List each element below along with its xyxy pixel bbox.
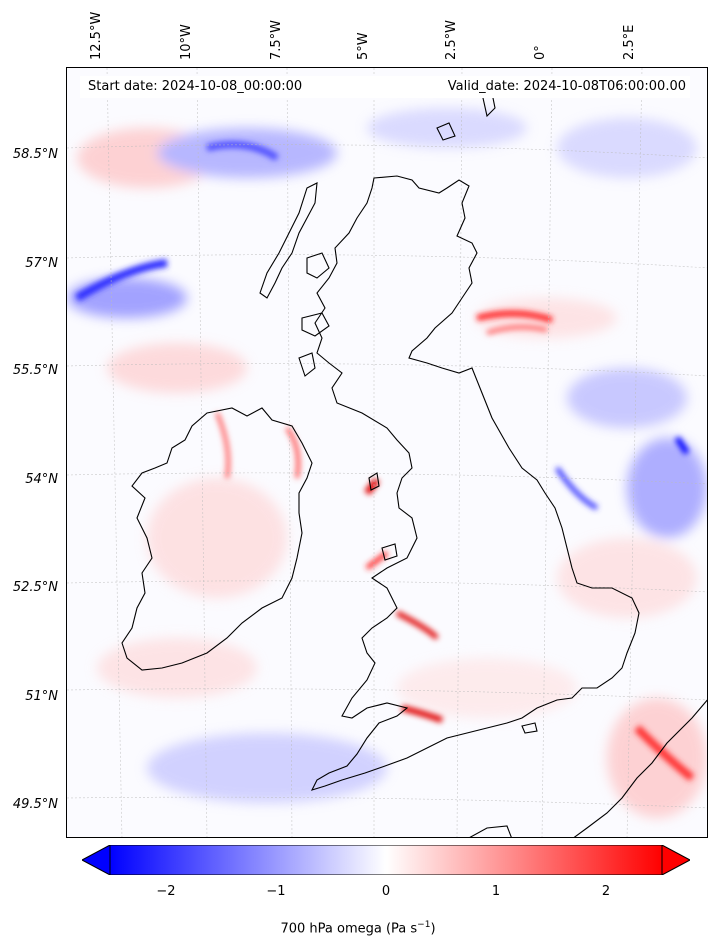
coastline-anglesey xyxy=(381,543,398,561)
lon-tick-12-5w: 12.5°W xyxy=(89,11,104,60)
colorbar-label-exponent: −1 xyxy=(417,920,431,930)
colorbar-tick-neg1: −1 xyxy=(266,884,286,899)
omega-field-background xyxy=(67,108,707,818)
lon-tick-0: 0° xyxy=(533,45,548,60)
colorbar-label-close: ) xyxy=(430,921,436,937)
coastline-ireland xyxy=(121,407,313,671)
lat-tick-49-5n: 49.5°N xyxy=(12,797,58,812)
map-info-bar: Start date: 2024-10-08_00:00:00 Valid_da… xyxy=(80,76,690,98)
graticule xyxy=(67,68,707,837)
coastline-mull xyxy=(301,312,330,337)
coastline-isle-of-wight xyxy=(521,722,538,734)
lat-tick-51n: 51°N xyxy=(25,689,58,704)
colorbar xyxy=(82,845,690,875)
colorbar-label-text: 700 hPa omega (Pa s xyxy=(280,921,418,937)
omega-map-panel xyxy=(66,67,708,838)
valid-date-label: Valid_date: 2024-10-08T06:00:00.00 xyxy=(447,79,686,94)
lat-tick-55-5n: 55.5°N xyxy=(12,363,58,378)
coastline-great-britain xyxy=(310,175,640,791)
lat-tick-54n: 54°N xyxy=(25,472,58,487)
colorbar-tick-1: 1 xyxy=(491,884,501,899)
colorbar-tick-2: 2 xyxy=(601,884,611,899)
coastline-isle-of-man xyxy=(368,472,380,491)
lon-tick-5w: 5°W xyxy=(356,32,371,60)
coastline-orkney xyxy=(436,122,456,141)
lat-tick-58-5n: 58.5°N xyxy=(12,147,58,162)
coastlines xyxy=(121,86,707,837)
lon-tick-2-5w: 2.5°W xyxy=(444,19,459,60)
lat-tick-52-5n: 52.5°N xyxy=(12,580,58,595)
start-date-label: Start date: 2024-10-08_00:00:00 xyxy=(88,79,303,94)
coastline-outer-hebrides xyxy=(259,182,318,299)
lon-tick-2-5e: 2.5°E xyxy=(622,24,637,60)
omega-field-map xyxy=(67,68,707,837)
coastline-skye xyxy=(306,252,330,279)
lat-tick-57n: 57°N xyxy=(25,256,58,271)
omega-field-features xyxy=(74,141,695,782)
colorbar-tick-0: 0 xyxy=(381,884,391,899)
lon-tick-10w: 10°W xyxy=(179,24,194,60)
lon-tick-7-5w: 7.5°W xyxy=(269,19,284,60)
coastline-islay xyxy=(298,352,316,377)
colorbar-tick-neg2: −2 xyxy=(156,884,176,899)
coastline-brittany xyxy=(469,825,512,837)
colorbar-gradient xyxy=(109,845,663,875)
colorbar-label: 700 hPa omega (Pa s−1) xyxy=(0,920,716,936)
colorbar-extend-min xyxy=(82,845,111,875)
colorbar-extend-max xyxy=(661,845,690,875)
coastline-france xyxy=(573,699,707,837)
